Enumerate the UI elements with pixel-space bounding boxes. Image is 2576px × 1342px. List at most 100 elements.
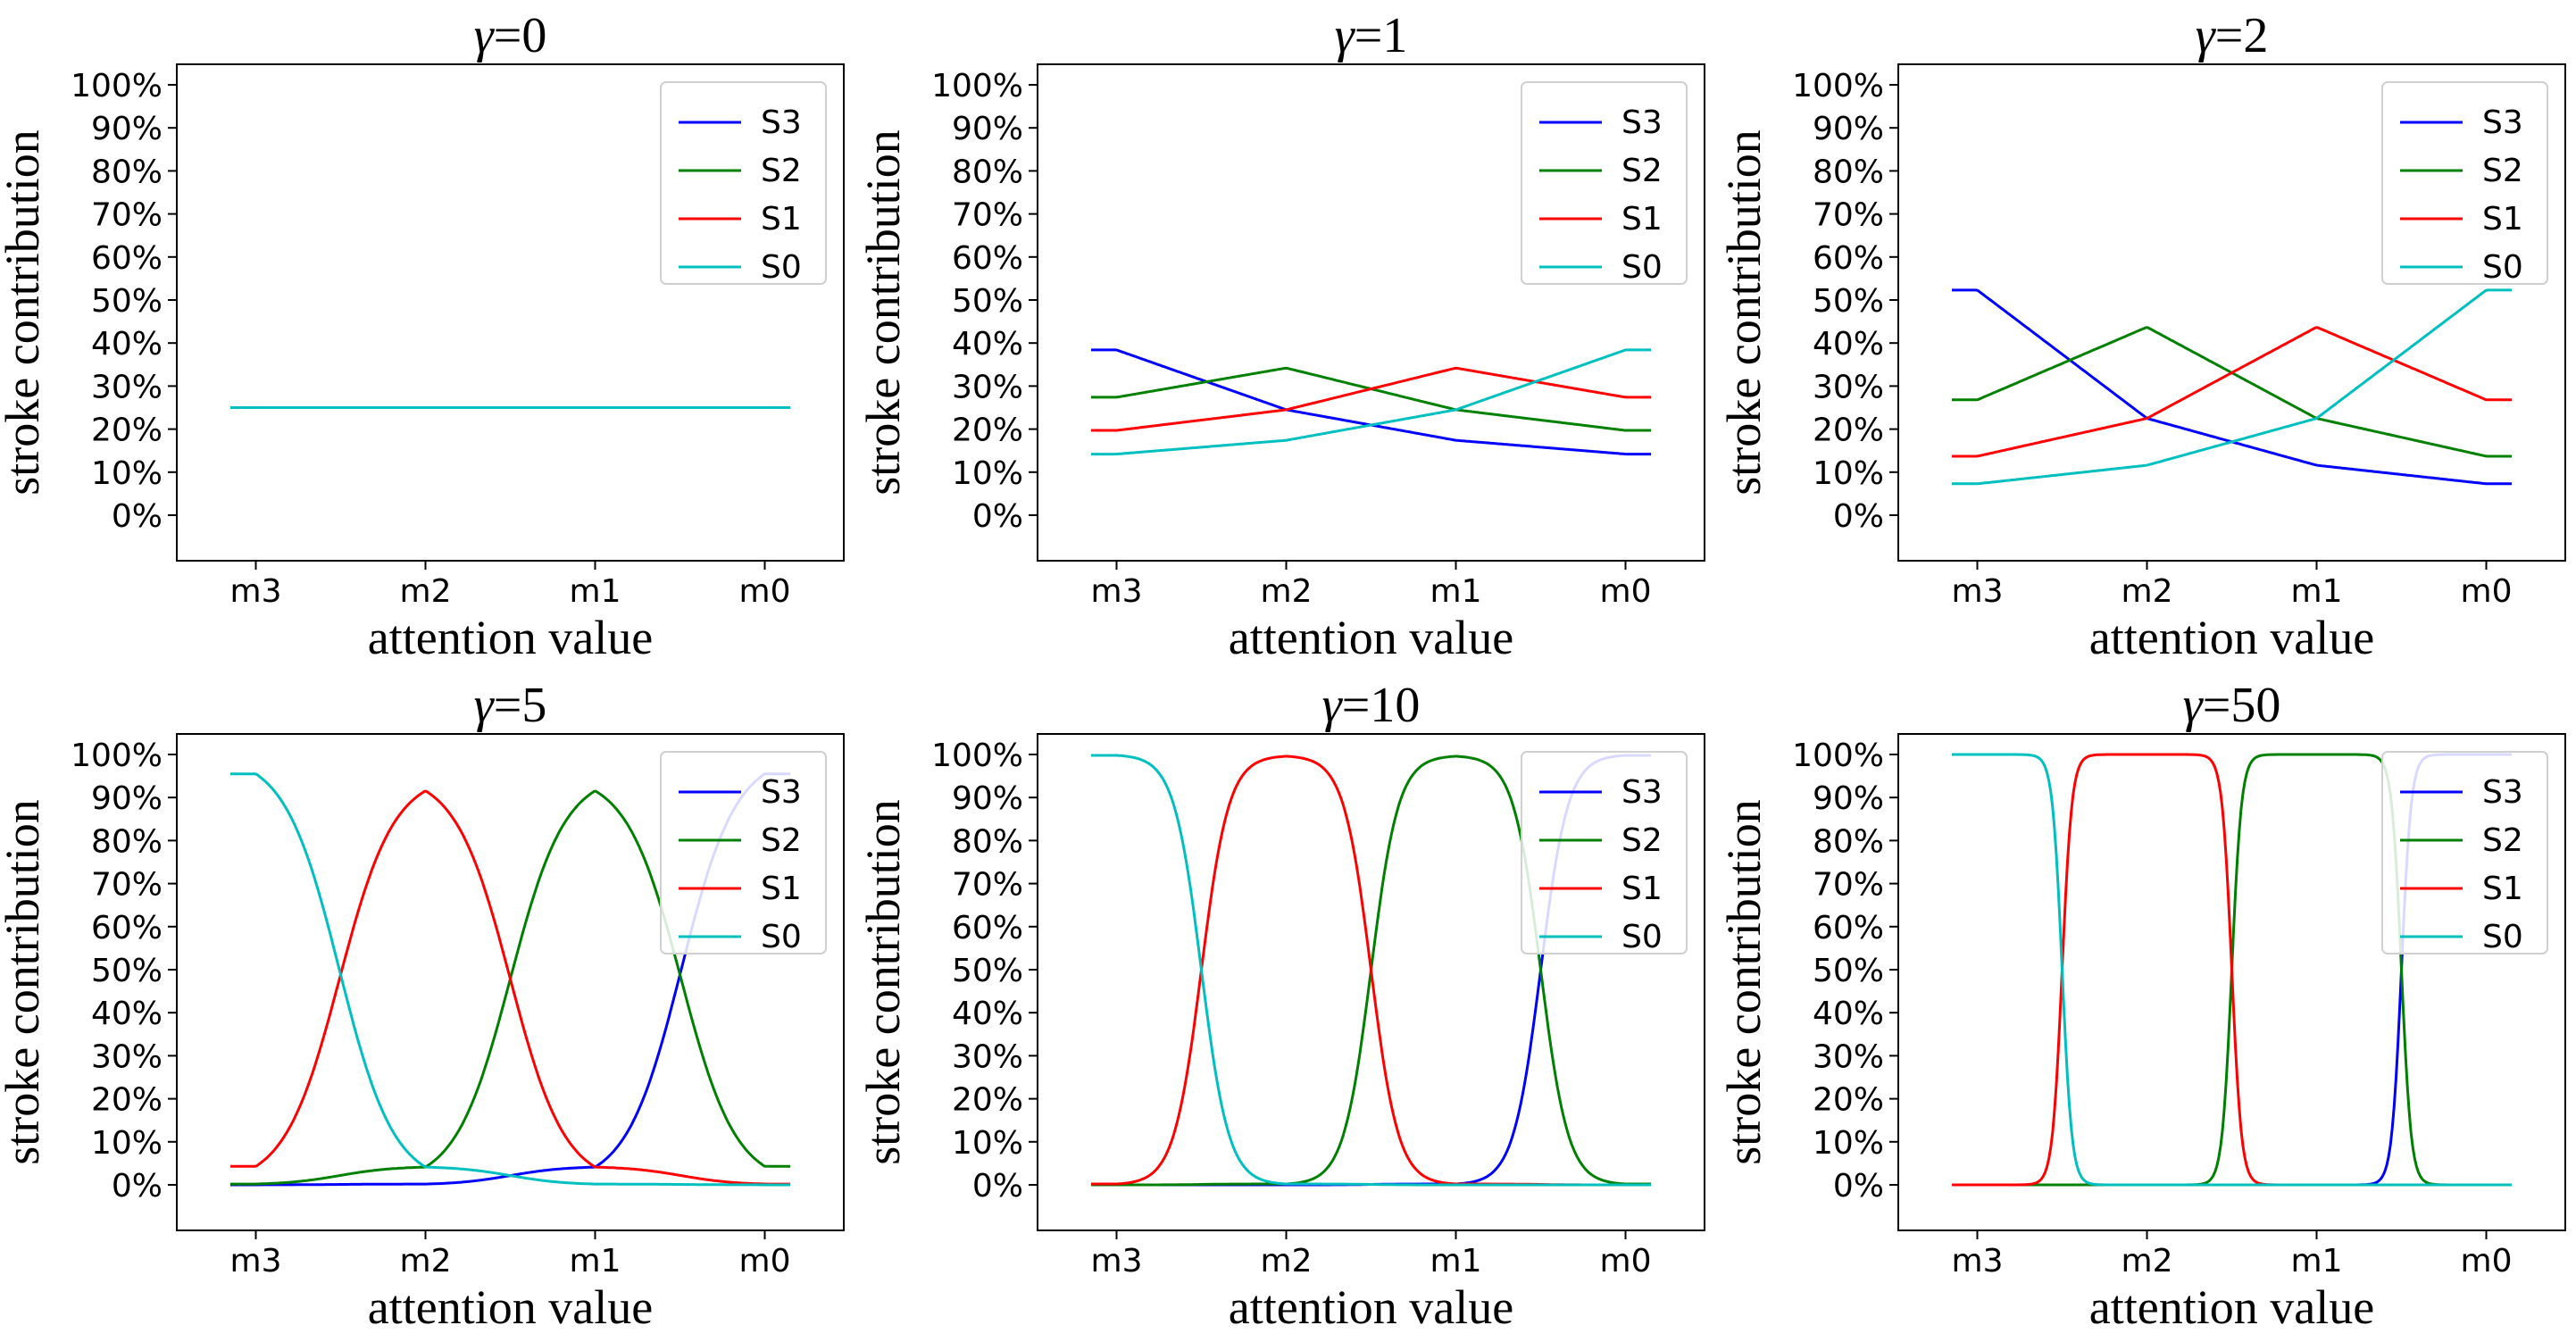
x-tick-label: m3 bbox=[1091, 573, 1143, 610]
y-tick-label: 40% bbox=[952, 996, 1023, 1032]
y-tick-label: 0% bbox=[112, 1168, 163, 1204]
series-line-s0 bbox=[1952, 288, 2512, 486]
plot-frame bbox=[1897, 733, 2566, 1231]
x-axis-label: attention value bbox=[368, 611, 653, 664]
y-tick-label: 90% bbox=[1813, 780, 1884, 817]
y-tick-label: 40% bbox=[1813, 326, 1884, 363]
y-tick-label: 20% bbox=[91, 1082, 163, 1119]
subplot-title: γ=0 bbox=[474, 8, 547, 63]
y-tick-label: 90% bbox=[952, 111, 1023, 147]
legend-entry-s2: S2 bbox=[1621, 822, 1663, 859]
legend bbox=[2381, 81, 2548, 285]
y-tick-label: 0% bbox=[1833, 498, 1884, 535]
y-tick-label: 50% bbox=[952, 953, 1023, 989]
x-tick-label: m1 bbox=[2291, 573, 2343, 610]
y-tick-label: 80% bbox=[952, 154, 1023, 190]
y-tick-label: 30% bbox=[952, 1038, 1023, 1075]
x-tick-label: m3 bbox=[1091, 1243, 1143, 1279]
subplot-title: γ=10 bbox=[1322, 678, 1421, 733]
y-tick-label: 100% bbox=[931, 738, 1023, 774]
y-tick-label: 60% bbox=[1813, 240, 1884, 277]
legend-entry-s3: S3 bbox=[1621, 774, 1663, 811]
subplot-title: γ=50 bbox=[2183, 678, 2281, 733]
legend bbox=[2381, 751, 2548, 954]
legend-entry-s2: S2 bbox=[2482, 822, 2523, 859]
plot-frame bbox=[1037, 63, 1705, 562]
legend-entry-s2: S2 bbox=[761, 822, 802, 859]
gamma-value: =1 bbox=[1355, 8, 1408, 63]
legend-entry-s1: S1 bbox=[1621, 871, 1663, 907]
legend-entry-s3: S3 bbox=[2482, 104, 2523, 141]
y-tick-label: 50% bbox=[1813, 283, 1884, 320]
subplot-gamma-2: 0% 10% 20% 30% 40% 50% 60% 70% 80% 90% 100% m3 m2 m1 m… bbox=[1717, 8, 2566, 664]
x-tick-label: m3 bbox=[230, 573, 282, 610]
gamma-value: =2 bbox=[2215, 8, 2269, 63]
y-axis-label: stroke contribution bbox=[0, 799, 49, 1164]
x-tick-label: m3 bbox=[230, 1243, 282, 1279]
subplot-gamma-5: 0% 10% 20% 30% 40% 50% 60% 70% 80% 90% 100% m3 m2 m1 m… bbox=[0, 678, 845, 1334]
x-tick-label: m0 bbox=[1600, 1243, 1652, 1279]
x-axis-label: attention value bbox=[1229, 611, 1513, 664]
subplot-gamma-50: 0% 10% 20% 30% 40% 50% 60% 70% 80% 90% 100% m3 m2 m1 m… bbox=[1717, 678, 2566, 1334]
y-tick-label: 40% bbox=[1813, 996, 1884, 1032]
gamma-symbol: γ bbox=[474, 678, 496, 733]
series-line-s2 bbox=[1091, 366, 1651, 432]
y-tick-label: 20% bbox=[1813, 1082, 1884, 1119]
y-tick-label: 70% bbox=[952, 197, 1023, 234]
gamma-symbol: γ bbox=[1322, 678, 1344, 733]
y-tick-label: 10% bbox=[91, 455, 163, 492]
y-tick-label: 80% bbox=[1813, 154, 1884, 190]
y-tick-label: 30% bbox=[952, 369, 1023, 405]
y-tick-label: 70% bbox=[952, 867, 1023, 904]
legend bbox=[660, 751, 827, 954]
y-tick-label: 10% bbox=[1813, 455, 1884, 492]
legend-entry-s0: S0 bbox=[2482, 249, 2523, 286]
x-tick-label: m2 bbox=[2122, 1243, 2173, 1279]
y-tick-label: 10% bbox=[1813, 1125, 1884, 1162]
y-tick-label: 40% bbox=[91, 326, 163, 363]
y-axis-label: stroke contribution bbox=[1717, 799, 1771, 1164]
x-tick-label: m0 bbox=[739, 1243, 791, 1279]
series-line-s1 bbox=[1952, 326, 2512, 458]
y-tick-label: 40% bbox=[91, 996, 163, 1032]
y-tick-label: 20% bbox=[91, 413, 163, 449]
x-tick-label: m2 bbox=[400, 1243, 452, 1279]
y-tick-label: 100% bbox=[71, 68, 163, 104]
series-line-s3 bbox=[1952, 288, 2512, 486]
legend-entry-s1: S1 bbox=[761, 201, 802, 238]
x-tick-label: m3 bbox=[1952, 1243, 2004, 1279]
y-axis-label: stroke contribution bbox=[1717, 129, 1771, 495]
y-tick-label: 20% bbox=[1813, 413, 1884, 449]
legend-entry-s1: S1 bbox=[2482, 871, 2523, 907]
legend-entry-s0: S0 bbox=[761, 919, 802, 955]
series-line-s1 bbox=[1091, 366, 1651, 432]
legend bbox=[1521, 751, 1688, 954]
subplot-title: γ=2 bbox=[2196, 8, 2269, 63]
y-tick-label: 10% bbox=[952, 455, 1023, 492]
y-axis-label: stroke contribution bbox=[856, 129, 910, 495]
legend-entry-s1: S1 bbox=[2482, 201, 2523, 238]
gamma-value: =0 bbox=[494, 8, 547, 63]
y-tick-label: 40% bbox=[952, 326, 1023, 363]
y-tick-label: 10% bbox=[952, 1125, 1023, 1162]
x-tick-label: m0 bbox=[739, 573, 791, 610]
plot-frame bbox=[176, 63, 845, 562]
subplot-gamma-0: 0% 10% 20% 30% 40% 50% 60% 70% 80% 90% 100% m3 m2 m1 m… bbox=[0, 8, 845, 664]
y-tick-label: 0% bbox=[1833, 1168, 1884, 1204]
y-axis-label: stroke contribution bbox=[0, 129, 49, 495]
y-tick-label: 70% bbox=[91, 197, 163, 234]
y-tick-label: 60% bbox=[1813, 910, 1884, 946]
legend-entry-s0: S0 bbox=[2482, 919, 2523, 955]
y-axis-label: stroke contribution bbox=[856, 799, 910, 1164]
legend-entry-s3: S3 bbox=[2482, 774, 2523, 811]
x-tick-label: m2 bbox=[2122, 573, 2173, 610]
legend-entry-s0: S0 bbox=[761, 249, 802, 286]
x-tick-label: m1 bbox=[570, 1243, 621, 1279]
x-tick-label: m2 bbox=[1261, 1243, 1313, 1279]
legend-entry-s0: S0 bbox=[1621, 249, 1663, 286]
legend-entry-s2: S2 bbox=[1621, 153, 1663, 189]
y-tick-label: 20% bbox=[952, 413, 1023, 449]
y-tick-label: 20% bbox=[952, 1082, 1023, 1119]
x-axis-label: attention value bbox=[2089, 1280, 2374, 1334]
